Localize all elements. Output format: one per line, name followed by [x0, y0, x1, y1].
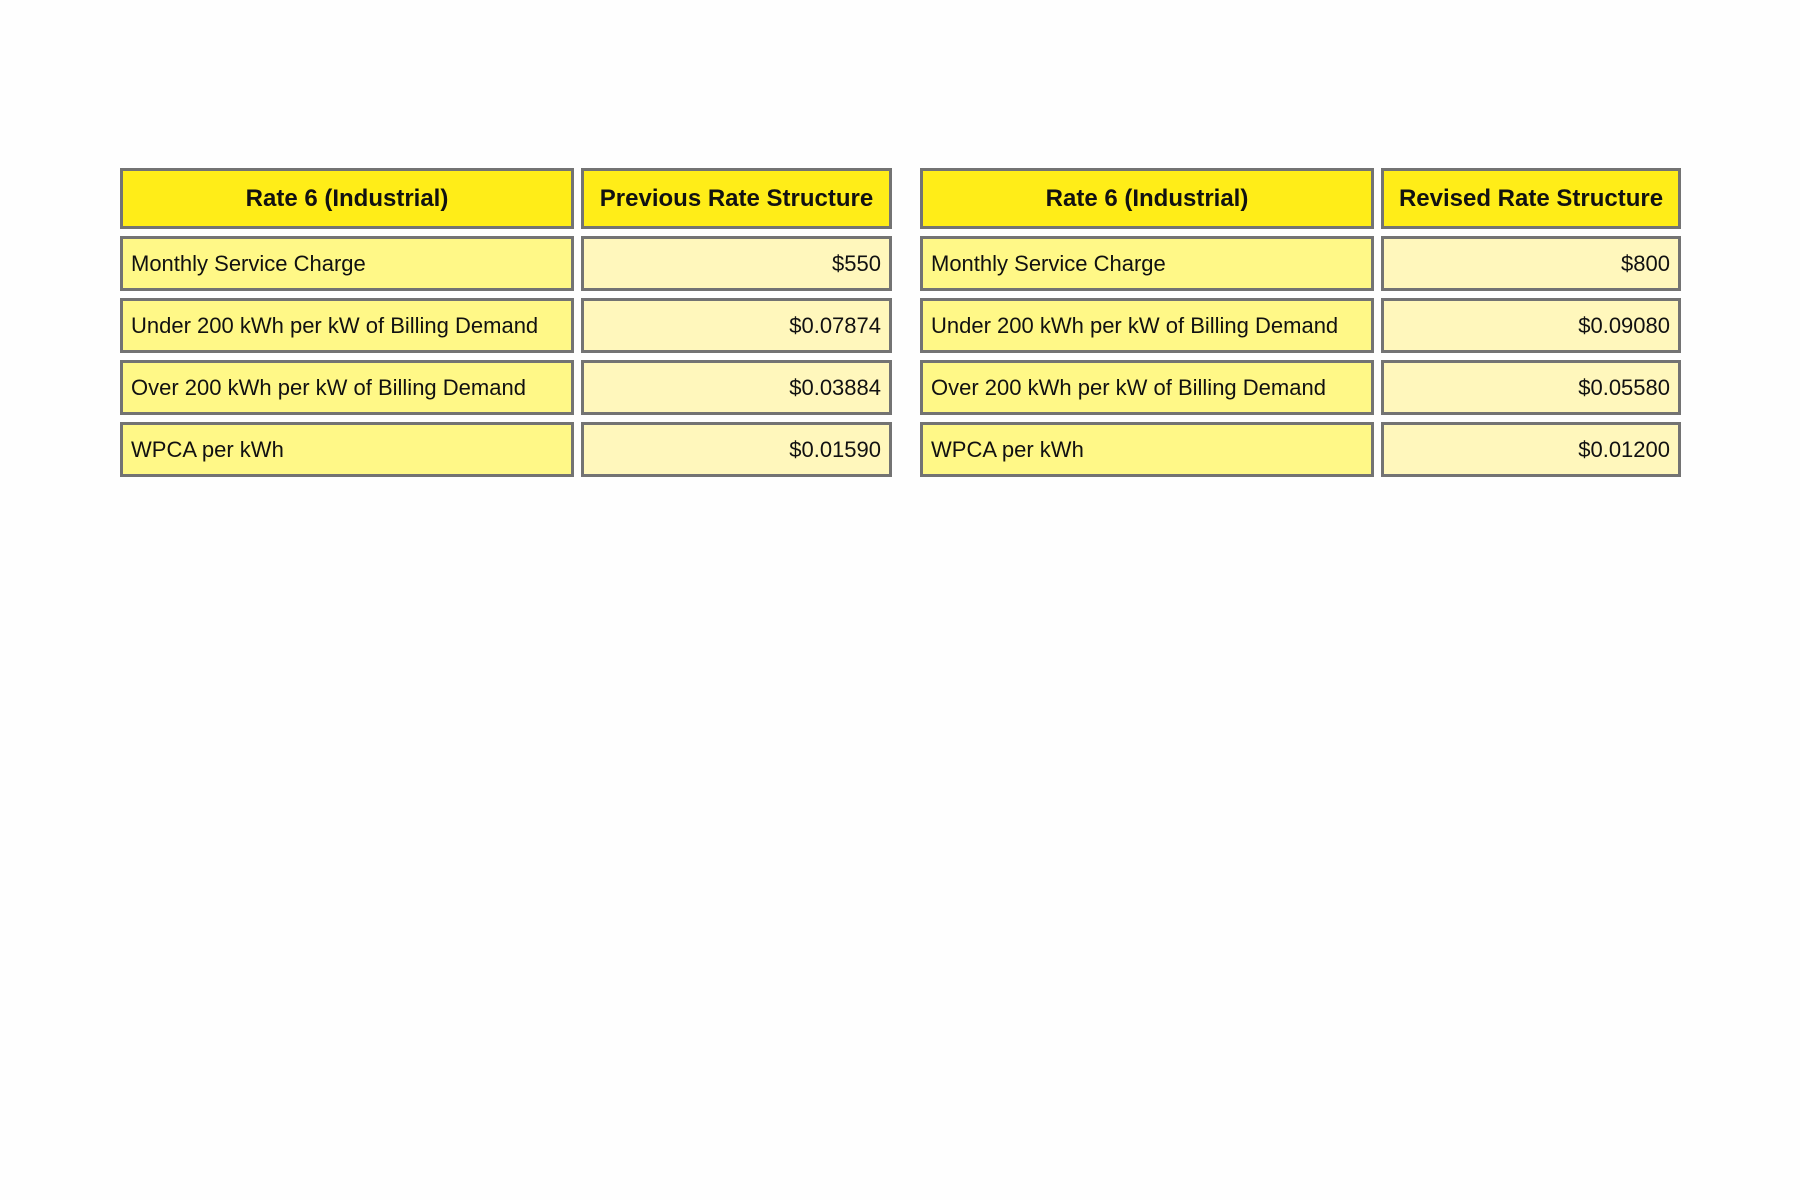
revised-rate-header: Revised Rate Structure: [1381, 168, 1681, 229]
table-row: Under 200 kWh per kW of Billing Demand $…: [120, 298, 892, 353]
row-label: WPCA per kWh: [920, 422, 1374, 477]
row-label: Monthly Service Charge: [920, 236, 1374, 291]
table-row: Monthly Service Charge $800: [920, 236, 1681, 291]
table-row: WPCA per kWh $0.01200: [920, 422, 1681, 477]
row-value: $0.01590: [581, 422, 892, 477]
table-row: WPCA per kWh $0.01590: [120, 422, 892, 477]
table-row: Over 200 kWh per kW of Billing Demand $0…: [920, 360, 1681, 415]
table-row: Over 200 kWh per kW of Billing Demand $0…: [120, 360, 892, 415]
table-row: Monthly Service Charge $550: [120, 236, 892, 291]
row-label: Over 200 kWh per kW of Billing Demand: [920, 360, 1374, 415]
rate-class-header: Rate 6 (Industrial): [120, 168, 574, 229]
table-header-row: Rate 6 (Industrial) Revised Rate Structu…: [920, 168, 1681, 229]
revised-rate-table: Rate 6 (Industrial) Revised Rate Structu…: [913, 161, 1688, 484]
row-label: WPCA per kWh: [120, 422, 574, 477]
rate-class-header: Rate 6 (Industrial): [920, 168, 1374, 229]
row-label: Monthly Service Charge: [120, 236, 574, 291]
previous-rate-table: Rate 6 (Industrial) Previous Rate Struct…: [113, 161, 899, 484]
row-label: Under 200 kWh per kW of Billing Demand: [920, 298, 1374, 353]
previous-rate-header: Previous Rate Structure: [581, 168, 892, 229]
row-value: $550: [581, 236, 892, 291]
row-value: $0.09080: [1381, 298, 1681, 353]
row-value: $0.05580: [1381, 360, 1681, 415]
row-value: $0.07874: [581, 298, 892, 353]
row-label: Under 200 kWh per kW of Billing Demand: [120, 298, 574, 353]
table-row: Under 200 kWh per kW of Billing Demand $…: [920, 298, 1681, 353]
row-value: $0.01200: [1381, 422, 1681, 477]
row-value: $0.03884: [581, 360, 892, 415]
row-label: Over 200 kWh per kW of Billing Demand: [120, 360, 574, 415]
row-value: $800: [1381, 236, 1681, 291]
table-header-row: Rate 6 (Industrial) Previous Rate Struct…: [120, 168, 892, 229]
